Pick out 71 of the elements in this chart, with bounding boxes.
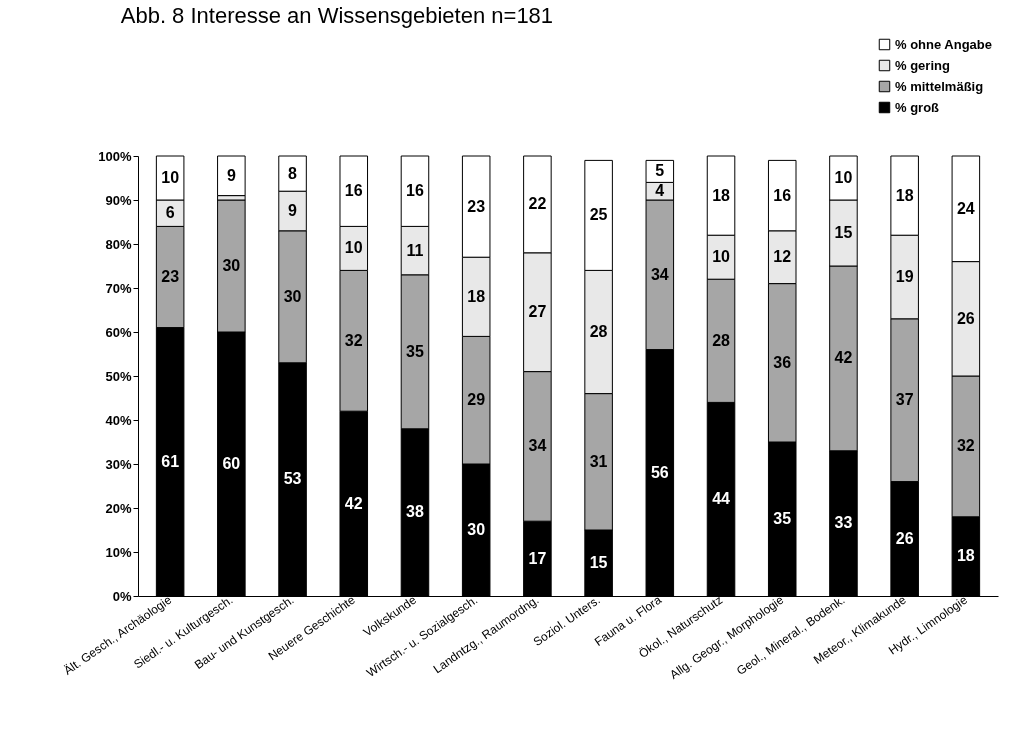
data-label: 28 <box>712 331 731 349</box>
data-label: 5 <box>655 162 665 180</box>
data-label: 32 <box>956 437 975 455</box>
data-label: 18 <box>895 186 914 204</box>
data-label: 10 <box>712 248 731 266</box>
data-label: 36 <box>773 353 792 371</box>
data-label: 30 <box>467 521 486 538</box>
data-label: 37 <box>895 391 914 409</box>
data-label: 22 <box>528 195 547 213</box>
data-label: 56 <box>650 463 669 481</box>
data-label: 18 <box>712 186 731 204</box>
data-label: 10 <box>161 169 180 186</box>
data-label: 23 <box>467 197 486 215</box>
data-label: 35 <box>773 510 792 527</box>
y-tick-label: 50% <box>105 368 132 384</box>
data-label: 53 <box>283 470 302 488</box>
data-label: 16 <box>406 182 424 200</box>
y-tick-label: 100% <box>98 148 132 164</box>
y-tick-label: 30% <box>105 456 132 472</box>
data-label: 16 <box>344 182 363 200</box>
data-label: 16 <box>773 186 792 204</box>
data-label: 23 <box>161 268 180 285</box>
data-label: 11 <box>406 241 424 259</box>
data-label: 42 <box>834 349 853 367</box>
data-label: 27 <box>528 303 547 321</box>
data-label: 38 <box>406 503 424 521</box>
data-label: 25 <box>589 206 608 224</box>
data-label: 19 <box>895 268 914 285</box>
legend-label: % groß <box>895 99 940 115</box>
y-tick-label: 40% <box>105 412 132 428</box>
data-label: 12 <box>773 248 792 266</box>
data-label: 15 <box>834 224 853 241</box>
y-tick-label: 80% <box>105 236 132 252</box>
data-label: 26 <box>956 309 975 327</box>
data-label: 33 <box>834 514 853 532</box>
data-label: 26 <box>895 529 914 547</box>
data-label: 8 <box>288 164 298 182</box>
data-label: 30 <box>222 257 241 274</box>
data-label: 42 <box>344 494 363 512</box>
data-label: 10 <box>834 169 853 186</box>
data-label: 34 <box>528 437 547 455</box>
data-label: 9 <box>226 166 236 184</box>
data-label: 9 <box>288 202 298 219</box>
data-label: 24 <box>956 199 975 217</box>
data-label: 35 <box>406 342 424 360</box>
legend-label: % mittelmäßig <box>895 78 984 94</box>
data-label: 32 <box>344 331 363 349</box>
chart-title: Abb. 8 Interesse an Wissensgebieten n=181 <box>120 3 554 28</box>
legend-label: % ohne Angabe <box>895 36 993 52</box>
data-label: 29 <box>467 391 486 409</box>
data-label: 34 <box>650 265 669 283</box>
data-label: 4 <box>655 182 665 200</box>
data-label: 61 <box>161 452 180 470</box>
legend-label: % gering <box>895 57 950 73</box>
data-label: 18 <box>467 287 486 305</box>
data-label: 15 <box>589 554 608 571</box>
data-label: 6 <box>165 204 175 222</box>
data-label: 30 <box>283 287 302 305</box>
y-tick-label: 70% <box>105 280 132 296</box>
y-tick-label: 90% <box>105 192 132 208</box>
y-tick-label: 10% <box>105 544 132 560</box>
data-label: 18 <box>956 547 975 565</box>
data-label: 44 <box>712 490 731 508</box>
data-label: 60 <box>222 455 241 472</box>
y-tick-label: 60% <box>105 324 132 340</box>
y-tick-label: 20% <box>105 500 132 516</box>
data-label: 28 <box>589 323 608 340</box>
data-label: 31 <box>589 452 608 470</box>
bar <box>217 155 246 197</box>
data-label: 17 <box>528 549 547 567</box>
data-label: 10 <box>344 239 363 257</box>
